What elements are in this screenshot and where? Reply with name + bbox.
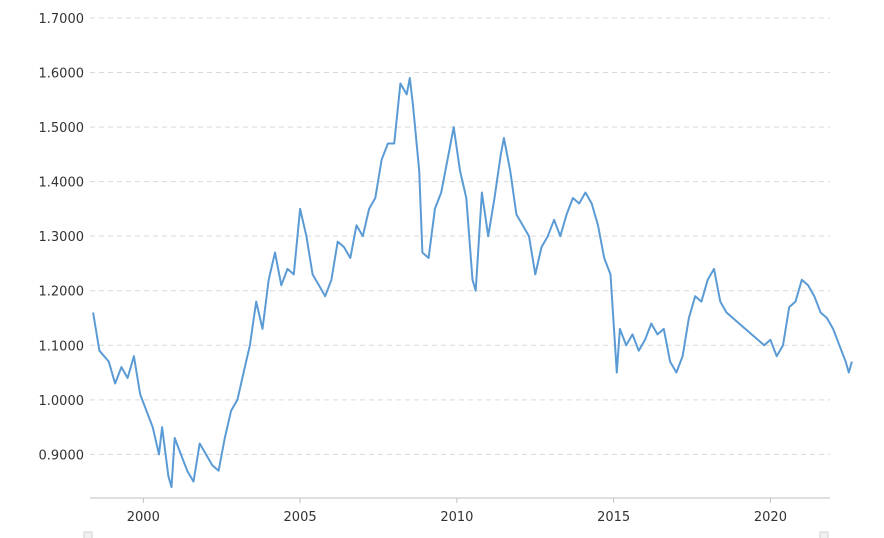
x-axis-labels: 2000 2005 2010 2015 2020 [127,498,787,525]
x-tick-label: 2005 [284,510,317,525]
y-tick-label: 1.7000 [39,12,85,27]
navigator-right-handle[interactable] [819,531,829,538]
y-tick-label: 1.5000 [39,121,85,136]
x-tick-label: 2015 [597,510,630,525]
navigator-scrollbar[interactable] [83,531,829,538]
y-tick-label: 1.2000 [39,285,85,300]
y-tick-label: 1.1000 [39,339,85,354]
navigator-left-handle[interactable] [83,531,93,538]
x-tick-label: 2020 [754,510,787,525]
series-line [92,77,853,489]
y-tick-label: 1.3000 [39,230,85,245]
series-group [92,77,853,489]
x-tick-label: 2010 [440,510,473,525]
y-axis-labels: 1.7000 1.6000 1.5000 1.4000 1.3000 1.2000 1.10… [39,12,85,463]
y-tick-label: 1.0000 [39,394,85,409]
y-tick-label: 1.6000 [39,67,85,82]
x-tick-label: 2000 [127,510,160,525]
gridlines [90,17,830,455]
y-tick-label: 1.4000 [39,176,85,191]
y-tick-label: 0.9000 [39,448,85,463]
